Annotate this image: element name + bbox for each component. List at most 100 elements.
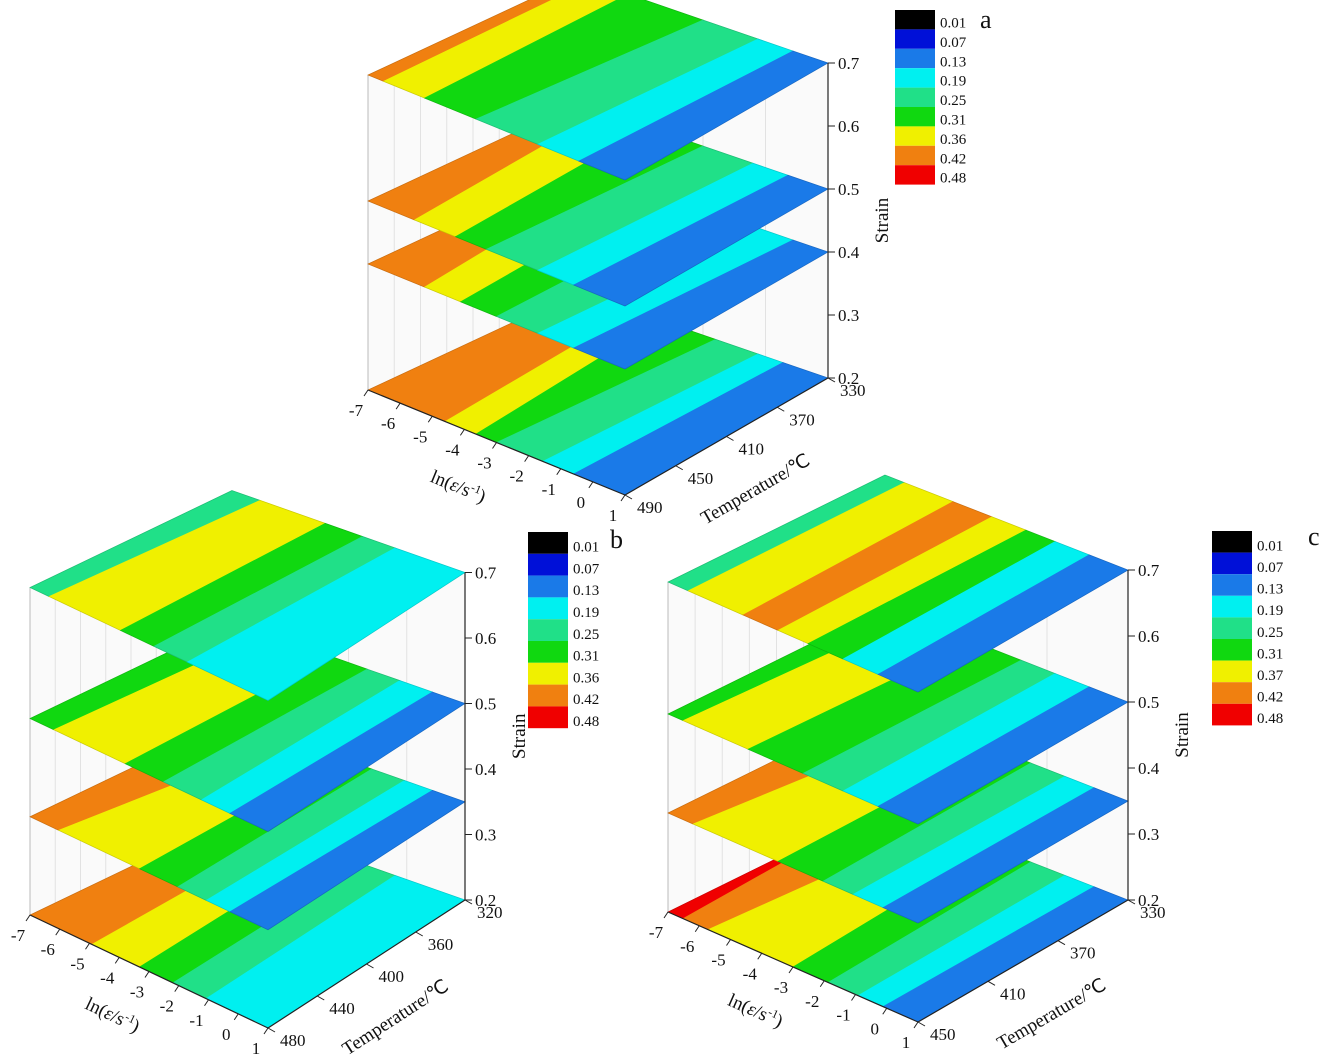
legend-swatch (528, 532, 568, 554)
x-tick-mark (204, 999, 209, 1007)
y-tick-mark (726, 436, 734, 441)
x-tick-mark (492, 442, 497, 449)
legend-swatch (895, 126, 935, 146)
x-tick-label: -4 (445, 440, 460, 459)
z-tick-label: 0.5 (838, 180, 859, 199)
legend-label: 0.19 (1257, 603, 1283, 619)
x-tick-label: 0 (577, 493, 586, 512)
contour-band (229, 789, 466, 931)
x-tick-label: -2 (160, 997, 174, 1016)
contour-band (186, 547, 466, 701)
legend-label: 0.07 (1257, 560, 1284, 576)
x-tick-label: -5 (413, 427, 427, 446)
z-tick-label: 0.7 (475, 564, 497, 583)
legend-label: 0.36 (940, 132, 967, 148)
legend-swatch (895, 48, 935, 69)
legend-swatch (1212, 574, 1252, 596)
legend-label: 0.01 (1257, 538, 1283, 554)
z-tick-label: 0.5 (475, 695, 496, 714)
legend-swatch (528, 619, 568, 641)
legend-swatch (1212, 595, 1252, 618)
chart-panel-b: -7 -6 -5 -4 -3 -2 -1 0 1 320 360 400 440 480 0.2 0.3 0.4… (11, 490, 623, 1056)
x-tick-mark (694, 925, 700, 933)
legend-label: 0.13 (1257, 582, 1283, 598)
x-tick-label: -2 (805, 992, 819, 1011)
contour-band (229, 691, 466, 832)
z-tick-label: 0.6 (1138, 627, 1159, 646)
legend-label: 0.13 (940, 54, 966, 70)
legend-label: 0.42 (1257, 690, 1283, 706)
legend-label: 0.25 (940, 93, 966, 109)
y-tick-label: 450 (688, 469, 714, 488)
y-tick-mark (366, 963, 374, 969)
x-tick-mark (620, 494, 626, 502)
y-axis-title: Temperature/℃ (339, 976, 453, 1056)
legend-label: 0.37 (1257, 668, 1284, 684)
contour-band (572, 239, 829, 370)
strain-slice (667, 474, 1129, 693)
x-tick-label: -4 (743, 964, 758, 983)
z-tick-label: 0.6 (475, 629, 496, 648)
y-tick-mark (675, 465, 683, 471)
x-tick-mark (524, 455, 530, 462)
panel-label: b (610, 525, 623, 554)
contour-band (882, 787, 1129, 924)
x-tick-label: -1 (836, 1006, 850, 1025)
legend-label: 0.48 (940, 171, 966, 187)
legend: 0.01 0.07 0.13 0.19 0.25 0.31 0.36 0.42 0.48 (528, 532, 600, 730)
z-tick-label: 0.2 (838, 369, 859, 388)
x-tick-mark (427, 415, 433, 423)
x-tick-mark (788, 966, 794, 974)
y-tick-label: 480 (280, 1031, 306, 1050)
y-axis-line (917, 899, 1129, 1023)
legend-swatch (1212, 703, 1252, 726)
x-tick-label: -1 (542, 480, 556, 499)
legend-label: 0.42 (573, 692, 599, 708)
y-tick-mark (917, 1021, 926, 1027)
x-tick-mark (144, 971, 150, 978)
y-tick-label: 370 (1070, 944, 1096, 963)
x-tick-mark (819, 980, 825, 988)
legend-label: 0.25 (573, 627, 599, 643)
legend-swatch (528, 641, 568, 663)
z-axis-title: Strain (1172, 712, 1193, 758)
legend-swatch (1212, 531, 1252, 553)
x-tick-mark (882, 1007, 888, 1015)
x-tick-label: -3 (774, 978, 788, 997)
x-tick-label: -3 (130, 983, 144, 1002)
x-tick-mark (263, 1027, 269, 1035)
panel-label: c (1308, 522, 1320, 551)
x-tick-mark (556, 468, 562, 476)
z-tick-label: 0.3 (838, 306, 859, 325)
legend-label: 0.19 (940, 74, 966, 90)
x-tick-label: -6 (41, 940, 55, 959)
x-tick-mark (663, 911, 669, 919)
legend-label: 0.42 (940, 151, 966, 167)
z-tick-label: 0.2 (475, 891, 496, 910)
legend-swatch (528, 575, 568, 598)
legend-swatch (895, 87, 935, 107)
x-tick-label: -3 (477, 454, 491, 473)
y-tick-label: 400 (379, 967, 405, 986)
legend-swatch (528, 684, 568, 707)
x-tick-mark (25, 914, 31, 922)
x-tick-mark (913, 1021, 919, 1029)
y-tick-mark (464, 899, 473, 905)
z-tick-label: 0.7 (1138, 561, 1160, 580)
z-tick-label: 0.4 (838, 243, 860, 262)
y-tick-label: 330 (1140, 903, 1166, 922)
x-tick-label: 0 (222, 1025, 231, 1044)
z-tick-label: 0.6 (838, 117, 859, 136)
legend-swatch (895, 68, 935, 88)
x-tick-label: -7 (649, 923, 664, 942)
x-tick-label: -1 (189, 1011, 203, 1030)
legend-label: 0.07 (940, 35, 967, 51)
x-tick-label: -4 (100, 968, 115, 987)
z-tick-label: 0.5 (1138, 693, 1159, 712)
legend-label: 0.31 (573, 649, 599, 665)
strain-slice (367, 0, 829, 181)
legend-label: 0.31 (940, 112, 966, 128)
contour-band (577, 50, 829, 181)
x-tick-mark (363, 389, 369, 397)
